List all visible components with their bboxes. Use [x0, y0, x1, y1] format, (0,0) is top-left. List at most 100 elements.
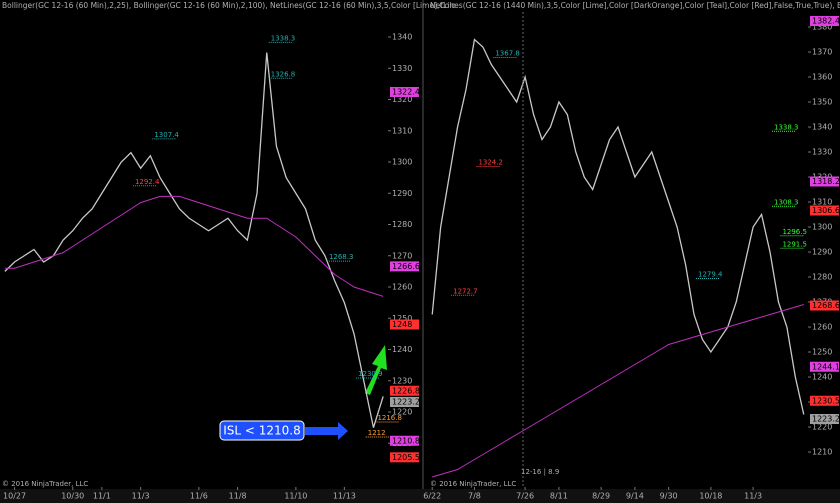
y-tick-label: 1260 — [812, 323, 832, 332]
y-tick-label: 1220 — [392, 408, 412, 417]
level-label: 1216.8 — [377, 414, 402, 422]
y-tick-label: 1320 — [392, 95, 412, 104]
price-marker-label: 1226.8 — [392, 386, 420, 395]
y-tick-label: 1230 — [392, 376, 412, 385]
level-label: 1307.4 — [154, 131, 179, 139]
header: NetLines(GC 12-16 (1440 Min),3,5,Color [… — [430, 1, 840, 10]
y-tick-label: 1280 — [392, 220, 412, 229]
price-marker-label: 1322.4 — [392, 88, 420, 97]
header: Bollinger(GC 12-16 (60 Min),2,25), Bolli… — [2, 1, 456, 10]
price-marker-label: 1223.2 — [812, 415, 840, 424]
y-tick-label: 1330 — [392, 64, 412, 73]
y-tick-label: 1270 — [392, 251, 412, 260]
y-tick-label: 1350 — [812, 98, 832, 107]
level-label: 1308.3 — [774, 198, 799, 206]
x-tick-label: 11/13 — [333, 492, 356, 501]
y-tick-label: 1360 — [812, 73, 832, 82]
x-tick-label: 11/6 — [190, 492, 208, 501]
price-marker — [390, 397, 419, 407]
price-marker — [810, 205, 839, 216]
x-tick-label: 6/22 — [423, 492, 441, 501]
level-label: 1326.8 — [271, 70, 296, 78]
level-label: 1230.9 — [358, 370, 383, 378]
level-label: 1279.4 — [698, 271, 723, 279]
y-tick-label: 1250 — [812, 348, 832, 357]
y-tick-label: 1310 — [392, 126, 412, 135]
level-label: 1268.3 — [329, 253, 354, 261]
level-label: 1338.3 — [271, 34, 296, 42]
up-arrow — [365, 345, 387, 395]
annotation: ISL < 1210.8 — [223, 424, 301, 438]
x-tick-label: 7/8 — [468, 492, 481, 501]
price-marker-label: 1230.5 — [812, 396, 840, 405]
copyright: © 2016 NinjaTrader, LLC — [2, 480, 88, 488]
y-tick-label: 1370 — [812, 48, 832, 57]
price-marker-label: 1318.2 — [812, 177, 840, 186]
date-axis-bar — [0, 489, 840, 503]
y-tick-label: 1300 — [392, 158, 412, 167]
price-marker-label: 1223.2 — [392, 398, 420, 407]
x-tick-label: 11/10 — [284, 492, 307, 501]
price-marker-label: 1266.6 — [392, 262, 420, 271]
price-line — [4, 52, 384, 428]
y-tick-label: 1220 — [812, 423, 832, 432]
price-marker-label: 1382.4 — [812, 17, 840, 26]
x-tick-label: 10/27 — [3, 492, 26, 501]
y-tick-label: 1250 — [392, 314, 412, 323]
price-marker-label: 1248 — [392, 320, 412, 329]
y-tick-label: 1310 — [812, 198, 832, 207]
y-tick-label: 1380 — [812, 23, 832, 32]
x-tick-label: 11/3 — [132, 492, 150, 501]
y-tick-label: 1280 — [812, 273, 832, 282]
isl-arrow — [305, 422, 348, 440]
y-tick-label: 1260 — [392, 283, 412, 292]
price-marker-label: 1268.6 — [812, 301, 840, 310]
y-tick-label: 1210 — [812, 448, 832, 457]
footer-note: 12-16 | 8.9 — [521, 468, 559, 476]
y-tick-label: 1340 — [392, 33, 412, 42]
level-label: 1292.4 — [135, 178, 160, 186]
price-marker — [810, 361, 839, 372]
price-marker — [390, 452, 419, 463]
price-marker — [390, 261, 419, 272]
price-marker — [390, 319, 419, 330]
x-tick-label: 10/30 — [61, 492, 84, 501]
price-marker-label: 1210.8 — [392, 436, 420, 445]
x-tick-label: 11/1 — [93, 492, 111, 501]
x-tick-label: 11/8 — [229, 492, 247, 501]
level-label: 1291.5 — [782, 240, 807, 248]
x-tick-label: 9/30 — [660, 492, 678, 501]
level-label: 1367.8 — [495, 50, 520, 58]
price-marker — [810, 300, 839, 311]
level-label: 1338.3 — [774, 123, 799, 131]
level-label: 1296.5 — [782, 228, 807, 236]
y-tick-label: 1330 — [812, 148, 832, 157]
y-tick-label: 1290 — [392, 189, 412, 198]
price-marker — [810, 414, 839, 424]
x-tick-label: 8/11 — [550, 492, 568, 501]
x-tick-label: 7/26 — [516, 492, 534, 501]
price-marker — [810, 16, 839, 26]
price-marker — [810, 176, 839, 187]
price-line — [432, 304, 804, 478]
level-label: 1324.2 — [478, 159, 503, 167]
price-marker — [390, 385, 419, 396]
copyright: © 2016 NinjaTrader, LLC — [430, 480, 516, 488]
x-tick-label: 9/14 — [626, 492, 644, 501]
y-tick-label: 1340 — [812, 123, 832, 132]
y-tick-label: 1290 — [812, 248, 832, 257]
price-marker — [810, 395, 839, 406]
level-label: 1272.7 — [453, 287, 478, 295]
price-line — [431, 38, 805, 415]
x-tick-label: 11/3 — [744, 492, 762, 501]
price-marker-label: 1244.1 — [812, 362, 840, 371]
y-tick-label: 1240 — [812, 373, 832, 382]
price-line — [4, 195, 384, 297]
price-marker-label: 1306.6 — [812, 206, 840, 215]
level-label: 1212 — [368, 429, 386, 437]
price-marker-label: 1205.5 — [392, 453, 420, 462]
price-marker — [390, 87, 419, 97]
price-marker — [390, 435, 419, 446]
